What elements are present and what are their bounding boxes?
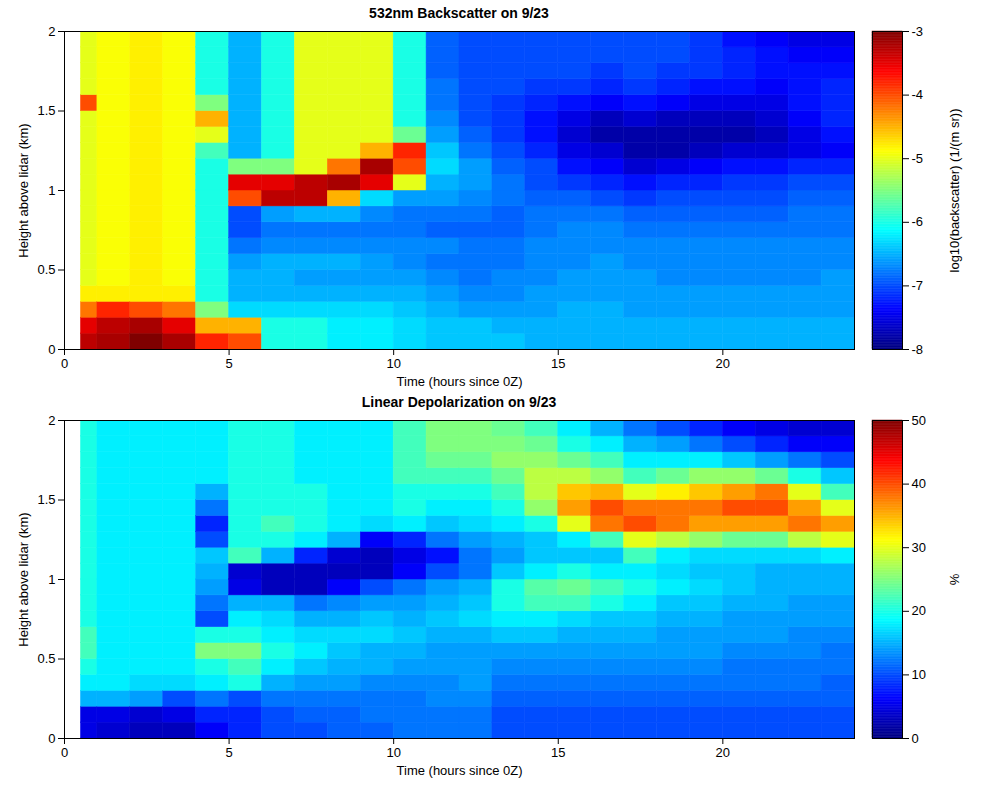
svg-text:0: 0 — [912, 731, 919, 746]
svg-text:1: 1 — [48, 183, 55, 198]
svg-text:20: 20 — [912, 603, 926, 618]
svg-text:0.5: 0.5 — [37, 651, 55, 666]
svg-text:2: 2 — [48, 413, 55, 428]
svg-text:-3: -3 — [912, 24, 924, 39]
svg-text:10: 10 — [912, 667, 926, 682]
svg-text:10: 10 — [386, 356, 400, 371]
svg-text:5: 5 — [225, 745, 232, 760]
svg-text:0: 0 — [48, 342, 55, 357]
svg-text:50: 50 — [912, 413, 926, 428]
svg-text:0.5: 0.5 — [37, 262, 55, 277]
svg-text:-5: -5 — [912, 151, 924, 166]
svg-text:log10(backscatter) (1/(m sr)): log10(backscatter) (1/(m sr)) — [947, 109, 962, 273]
svg-text:10: 10 — [386, 745, 400, 760]
svg-text:Height above lidar (km): Height above lidar (km) — [16, 123, 31, 257]
svg-text:-8: -8 — [912, 342, 924, 357]
svg-text:0: 0 — [61, 356, 68, 371]
svg-text:Time (hours since 0Z): Time (hours since 0Z) — [397, 763, 523, 778]
html-text:Linear Depolarization on 9/23: Linear Depolarization on 9/23 — [361, 394, 557, 410]
html-text:532nm Backscatter on 9/23: 532nm Backscatter on 9/23 — [369, 5, 549, 21]
svg-text:%: % — [947, 573, 962, 585]
svg-text:0: 0 — [48, 731, 55, 746]
svg-text:15: 15 — [551, 356, 565, 371]
svg-text:-7: -7 — [912, 278, 924, 293]
svg-text:5: 5 — [225, 356, 232, 371]
svg-text:-4: -4 — [912, 87, 924, 102]
svg-text:Time (hours since 0Z): Time (hours since 0Z) — [397, 374, 523, 389]
svg-text:15: 15 — [551, 745, 565, 760]
svg-text:40: 40 — [912, 476, 926, 491]
svg-text:Height above lidar (km): Height above lidar (km) — [16, 512, 31, 646]
svg-text:1: 1 — [48, 572, 55, 587]
svg-text:20: 20 — [716, 356, 730, 371]
svg-text:0: 0 — [61, 745, 68, 760]
svg-text:1.5: 1.5 — [37, 103, 55, 118]
svg-text:2: 2 — [48, 24, 55, 39]
svg-text:1.5: 1.5 — [37, 492, 55, 507]
svg-text:30: 30 — [912, 540, 926, 555]
svg-text:-6: -6 — [912, 214, 924, 229]
svg-text:20: 20 — [716, 745, 730, 760]
